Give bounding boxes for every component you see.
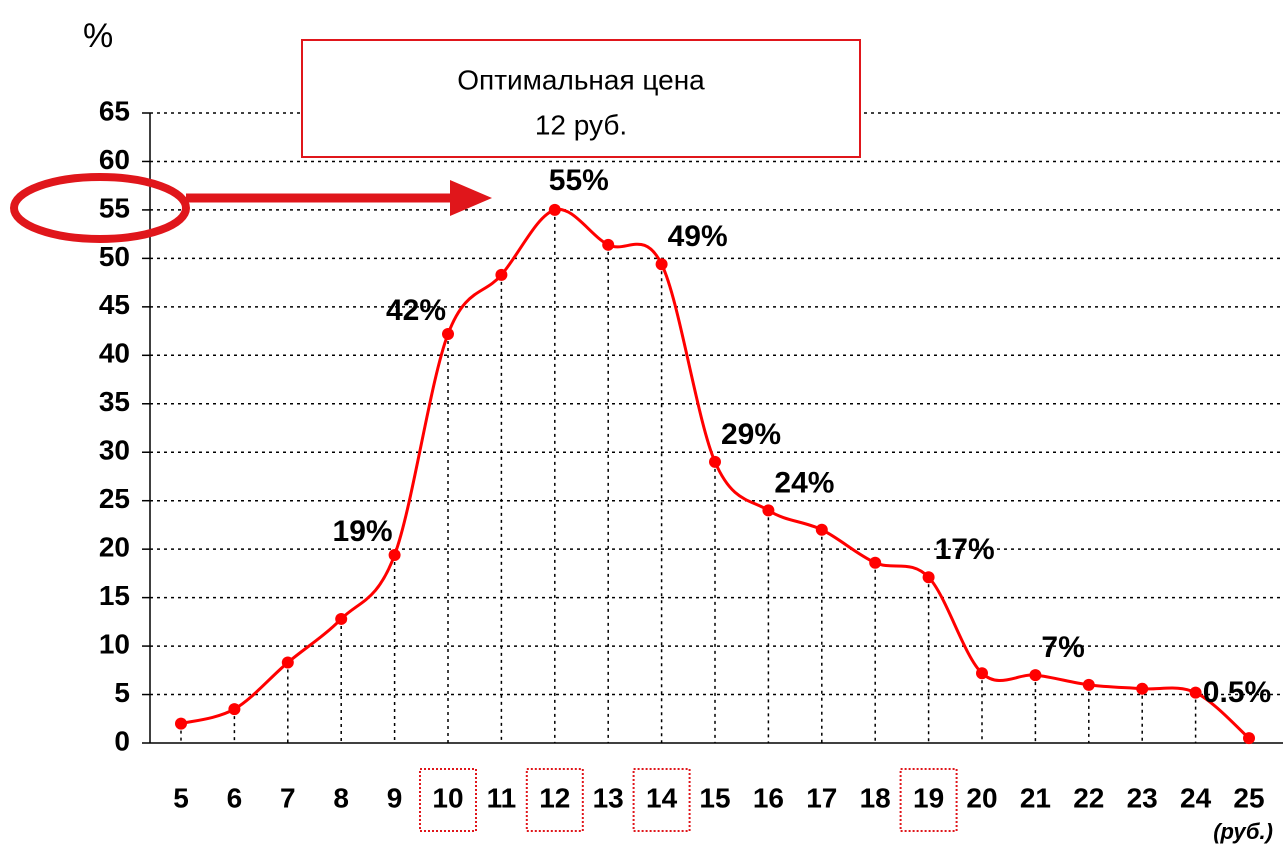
y-tick-label: 35 bbox=[99, 386, 130, 417]
y-tick-label: 60 bbox=[99, 144, 130, 175]
y-tick-label: 40 bbox=[99, 338, 130, 369]
data-label: 42% bbox=[386, 294, 446, 327]
x-tick-label: 12 bbox=[539, 782, 570, 813]
x-tick-label: 24 bbox=[1180, 782, 1212, 813]
point bbox=[335, 612, 348, 625]
x-tick-label: 21 bbox=[1020, 782, 1051, 813]
data-label: 24% bbox=[774, 466, 834, 499]
point bbox=[281, 656, 294, 669]
x-tick-label: 10 bbox=[432, 782, 463, 813]
y-tick-label: 50 bbox=[99, 241, 130, 272]
point bbox=[1136, 682, 1149, 695]
point bbox=[815, 523, 828, 536]
category-highlight bbox=[525, 768, 584, 832]
x-tick-label: 16 bbox=[753, 782, 784, 813]
x-tick-label: 15 bbox=[699, 782, 730, 813]
x-tick-label: 5 bbox=[173, 782, 189, 813]
point bbox=[548, 203, 561, 216]
x-tick-label: 13 bbox=[593, 782, 624, 813]
highlight-ellipse bbox=[10, 173, 190, 243]
data-label: 17% bbox=[935, 533, 995, 566]
x-tick-label: 8 bbox=[333, 782, 349, 813]
annotation-box bbox=[301, 39, 861, 158]
point bbox=[976, 667, 988, 680]
point bbox=[869, 556, 882, 569]
x-tick-label: 25 bbox=[1233, 782, 1264, 813]
grid bbox=[142, 112, 1283, 744]
x-tick-label: 20 bbox=[966, 782, 997, 813]
arrow-head bbox=[450, 180, 492, 216]
point bbox=[709, 455, 721, 468]
x-tick-label: 23 bbox=[1127, 782, 1158, 813]
category-highlight bbox=[632, 768, 691, 832]
point bbox=[1243, 732, 1255, 745]
y-tick-label: 55 bbox=[99, 192, 130, 223]
x-tick-label: 17 bbox=[806, 782, 837, 813]
line bbox=[180, 208, 1250, 740]
y-axis-label: % bbox=[83, 17, 113, 55]
annotation-line: 12 руб. bbox=[535, 109, 627, 140]
y-tick-label: 5 bbox=[114, 677, 130, 708]
y-tick-label: 15 bbox=[99, 580, 130, 611]
y-tick-label: 0 bbox=[114, 725, 130, 756]
data-label: 7% bbox=[1041, 631, 1084, 664]
point bbox=[442, 327, 454, 340]
y-tick-label: 65 bbox=[99, 95, 130, 126]
point bbox=[602, 238, 615, 251]
y-tick-label: 10 bbox=[99, 628, 130, 659]
x-tick-label: 22 bbox=[1073, 782, 1104, 813]
point bbox=[1082, 678, 1095, 691]
point bbox=[228, 703, 241, 716]
point bbox=[1189, 686, 1202, 699]
point bbox=[1029, 669, 1042, 682]
point bbox=[388, 548, 401, 561]
x-tick-label: 14 bbox=[646, 782, 678, 813]
y-tick-label: 25 bbox=[99, 483, 130, 514]
x-tick-label: 11 bbox=[487, 782, 517, 813]
point bbox=[655, 258, 668, 271]
point bbox=[762, 504, 775, 517]
point bbox=[175, 717, 187, 730]
y-tick-label: 30 bbox=[99, 435, 130, 466]
data-label: 19% bbox=[333, 515, 393, 548]
category-highlight bbox=[899, 768, 958, 832]
x-axis-label: (руб.) bbox=[1213, 819, 1273, 844]
annotation-line: Оптимальная цена bbox=[457, 64, 705, 95]
x-tick-label: 19 bbox=[913, 782, 944, 813]
plot: 19% 42% 55% 49% 29% 24% 17% 7% 0.5% bbox=[175, 164, 1271, 745]
data-label: 55% bbox=[549, 164, 609, 197]
point bbox=[922, 571, 935, 584]
point bbox=[495, 268, 508, 281]
x-tick-label: 7 bbox=[280, 782, 296, 813]
data-label: 29% bbox=[721, 418, 781, 451]
y-tick-label: 45 bbox=[99, 289, 130, 320]
data-label: 0.5% bbox=[1203, 676, 1271, 709]
y-tick-label: 20 bbox=[99, 532, 130, 563]
x-tick-label: 18 bbox=[860, 782, 891, 813]
x-tick-label: 9 bbox=[387, 782, 403, 813]
x-tick-label: 6 bbox=[227, 782, 243, 813]
data-label: 49% bbox=[668, 220, 728, 253]
category-highlight bbox=[419, 768, 477, 832]
